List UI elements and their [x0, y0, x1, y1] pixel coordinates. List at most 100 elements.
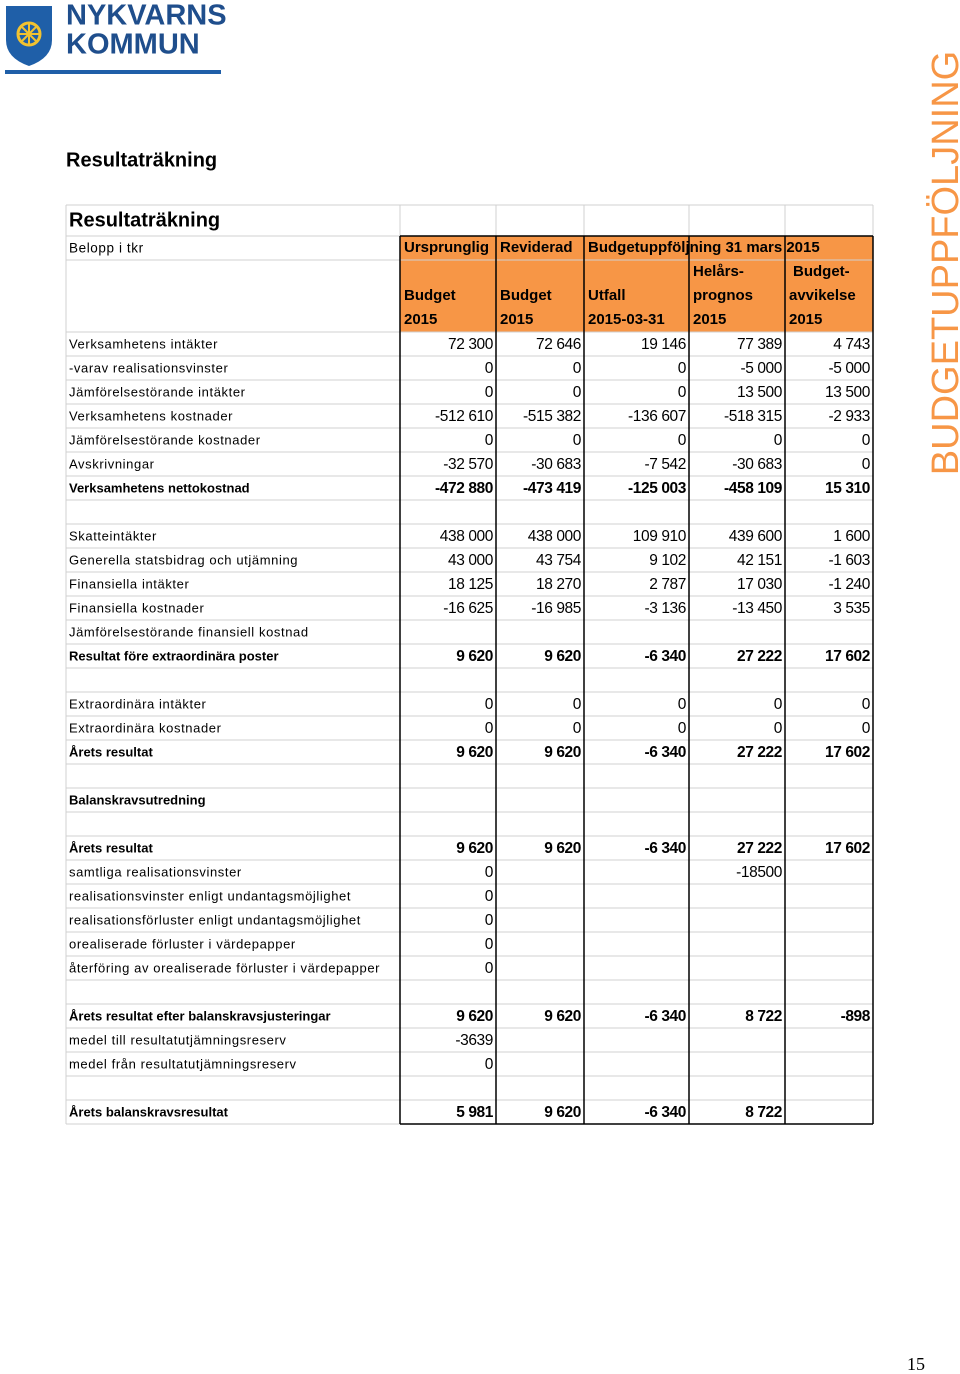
cell-value: 18 125 [448, 576, 493, 593]
cell-value: 9 620 [544, 1104, 581, 1121]
cell-value: 17 602 [825, 648, 870, 665]
cell-value: 9 620 [544, 648, 581, 665]
cell-value: 4 743 [833, 336, 870, 353]
cell-value: 19 146 [641, 336, 686, 353]
cell-value: 438 000 [440, 528, 494, 545]
logo-text: KOMMUN [66, 29, 200, 61]
cell-value: -472 880 [435, 480, 493, 497]
cell-value: 18 270 [536, 576, 582, 593]
logo-spokes [18, 23, 40, 45]
row-label: Årets balanskravsresultat [69, 1104, 229, 1119]
header-fill [400, 236, 873, 332]
header-column: 2015 [500, 311, 533, 328]
cell-value: 9 620 [544, 1008, 581, 1025]
cell-value: 5 981 [456, 1104, 494, 1121]
cell-value: 0 [862, 696, 871, 713]
cell-value: 0 [678, 696, 687, 713]
row-label: Årets resultat [69, 744, 153, 759]
cell-value: 9 620 [456, 1008, 493, 1025]
header-top: Reviderad [500, 239, 573, 256]
row-label: Finansiella intäkter [69, 576, 189, 591]
cell-value: 72 300 [448, 336, 494, 353]
page-number: 15 [907, 1354, 925, 1374]
row-label: Årets resultat [69, 840, 153, 855]
cell-value: 9 620 [456, 648, 493, 665]
cell-value: -898 [841, 1008, 871, 1025]
cell-value: 72 646 [536, 336, 581, 353]
row-label: Skatteintäkter [69, 528, 157, 543]
cell-value: -125 003 [628, 480, 687, 497]
cell-value: 43 000 [448, 552, 494, 569]
heading: Resultaträkning [66, 149, 217, 171]
cell-value: -6 340 [644, 1104, 686, 1121]
row-label: Generella statsbidrag och utjämning [69, 552, 298, 567]
header-column: 2015 [693, 311, 726, 328]
cell-value: 3 535 [833, 600, 870, 617]
cell-value: 0 [678, 384, 687, 401]
cell-value: -6 340 [644, 840, 686, 857]
cell-value: 0 [485, 696, 494, 713]
cell-value: 0 [573, 384, 582, 401]
cell-value: -1 240 [828, 576, 870, 593]
cell-value: 0 [774, 432, 783, 449]
cell-value: 0 [485, 888, 494, 905]
logo: NYKVARNS KOMMUN [5, 0, 227, 74]
cell-value: 77 389 [737, 336, 782, 353]
cell-value: -515 382 [523, 408, 581, 425]
cell-value: 42 151 [737, 552, 782, 569]
header-top: Ursprunglig [404, 239, 489, 256]
cell-value: 8 722 [745, 1104, 782, 1121]
row-label: Balanskravsutredning [69, 792, 206, 807]
side-title: BUDGETUPPFÖLJNING [925, 51, 960, 475]
row-label: Resultat före extraordinära poster [69, 648, 279, 663]
cell-value: 9 620 [456, 840, 493, 857]
cell-value: 9 620 [544, 840, 581, 857]
cell-value: 27 222 [737, 840, 782, 857]
cell-value: -458 109 [724, 480, 783, 497]
header-column: Utfall [588, 287, 626, 304]
cell-value: -6 340 [644, 744, 686, 761]
cell-value: -16 625 [443, 600, 493, 617]
cell-value: 0 [862, 432, 871, 449]
cell-value: 0 [485, 936, 494, 953]
table: Resultaträkning Belopp i tkr Ursprunglig Re… [65, 204, 874, 1125]
row-label: Verksamhetens kostnader [69, 408, 233, 423]
cell-value: 15 310 [825, 480, 870, 497]
cell-value: 0 [862, 720, 871, 737]
cell-value: 0 [678, 432, 687, 449]
cell-value: -16 985 [531, 600, 581, 617]
cell-value: 13 500 [825, 384, 871, 401]
row-label: samtliga realisationsvinster [69, 864, 242, 879]
cell-value: 9 102 [649, 552, 686, 569]
row-label: Jämförelsestörande intäkter [69, 384, 246, 399]
logo-text: NYKVARNS [66, 0, 227, 32]
cell-value: 0 [678, 720, 687, 737]
cell-value: 0 [774, 696, 783, 713]
cell-value: -18500 [736, 864, 783, 881]
row-label: Jämförelsestörande kostnader [69, 432, 261, 447]
cell-value: -3 136 [644, 600, 686, 617]
header-column: Budget- [793, 263, 850, 280]
cell-value: -512 610 [435, 408, 494, 425]
row-label: realisationsförluster enligt undantagsmö… [69, 912, 361, 927]
cell-value: 9 620 [544, 744, 581, 761]
cell-value: 2 787 [649, 576, 686, 593]
header-column: prognos [693, 287, 753, 304]
unit-label: Belopp i tkr [69, 241, 144, 256]
header-column: Budget [500, 287, 552, 304]
logo-underline [5, 70, 221, 74]
cell-value: 27 222 [737, 648, 782, 665]
header-column: Helårs- [693, 263, 744, 280]
cell-value: -7 542 [644, 456, 686, 473]
cell-value: -473 419 [523, 480, 582, 497]
cell-value: 17 602 [825, 744, 870, 761]
cell-value: -5 000 [828, 360, 870, 377]
cell-value: 0 [485, 864, 494, 881]
cell-value: 0 [573, 360, 582, 377]
cell-value: 0 [485, 720, 494, 737]
cell-value: 0 [573, 432, 582, 449]
cell-value: -30 683 [732, 456, 782, 473]
cell-value: -30 683 [531, 456, 581, 473]
cell-value: 109 910 [633, 528, 687, 545]
